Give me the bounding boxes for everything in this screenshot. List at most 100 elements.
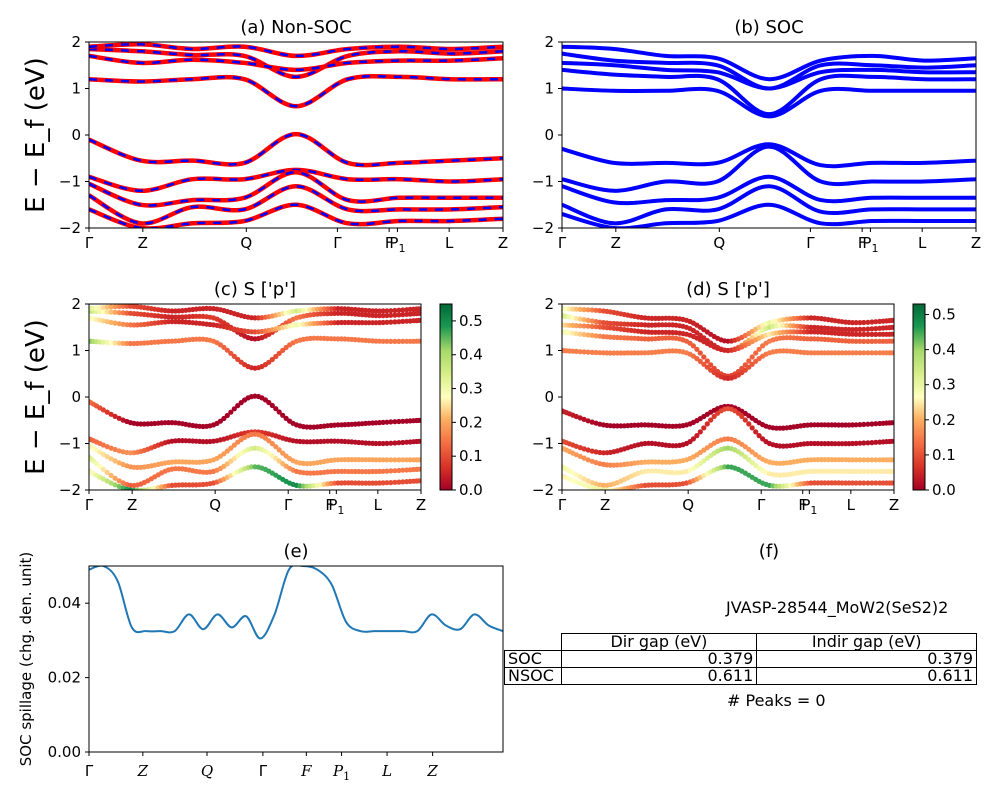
x-tick-label: L bbox=[374, 496, 383, 514]
projected-point bbox=[104, 454, 110, 460]
projected-point bbox=[857, 320, 863, 326]
projected-point bbox=[416, 438, 421, 444]
x-tick-label: Γ bbox=[85, 234, 94, 252]
projected-point bbox=[889, 317, 894, 323]
colorbar-c-tick-label: 0.4 bbox=[459, 346, 483, 364]
x-tick-label: Q bbox=[240, 234, 252, 252]
projected-point bbox=[589, 318, 595, 324]
projected-point bbox=[585, 307, 591, 313]
projected-point bbox=[577, 415, 583, 421]
projected-point bbox=[853, 350, 859, 356]
projected-point bbox=[116, 448, 122, 454]
colorbar-c-tick-label: 0.0 bbox=[459, 481, 483, 499]
projected-point bbox=[416, 338, 421, 344]
projected-point bbox=[384, 312, 390, 319]
projected-point bbox=[100, 451, 106, 457]
projected-point bbox=[276, 350, 282, 356]
x-tick-label: F bbox=[385, 234, 394, 252]
projected-point bbox=[889, 457, 894, 463]
panel-e-title: (e) bbox=[283, 541, 308, 562]
projected-point bbox=[865, 440, 871, 446]
projected-point bbox=[380, 480, 386, 486]
projected-point bbox=[97, 463, 103, 469]
projected-point bbox=[392, 312, 398, 318]
x-tick-label: L bbox=[918, 234, 927, 252]
projected-point bbox=[416, 306, 421, 312]
projected-point bbox=[280, 412, 286, 418]
panel-c-projected-bands bbox=[89, 304, 421, 490]
y-tick-label: 0.04 bbox=[48, 594, 81, 612]
projected-point bbox=[388, 312, 394, 318]
x-tick-label: Γ bbox=[85, 496, 94, 514]
projected-point bbox=[589, 484, 595, 490]
projected-point bbox=[380, 313, 386, 319]
gap-table-cell: 0.379 bbox=[560, 650, 758, 668]
projected-point bbox=[396, 479, 402, 485]
projected-point bbox=[108, 472, 114, 478]
projected-point bbox=[100, 304, 106, 311]
projected-point bbox=[116, 415, 122, 421]
projected-point bbox=[589, 419, 595, 425]
projected-point bbox=[708, 417, 714, 423]
gap-table-header-dir: Dir gap (eV) bbox=[560, 633, 758, 651]
x-tick-label: Q bbox=[713, 234, 725, 252]
projected-point bbox=[585, 447, 591, 453]
projected-point bbox=[869, 480, 875, 486]
x-tick-label: Γ bbox=[806, 234, 815, 252]
projected-point bbox=[739, 413, 745, 419]
projected-point bbox=[276, 409, 282, 415]
gap-table-cell: 0.611 bbox=[756, 667, 977, 685]
gap-table-corner bbox=[505, 634, 562, 651]
projected-point bbox=[396, 418, 402, 425]
projected-point bbox=[392, 457, 398, 463]
projected-point bbox=[865, 338, 871, 344]
y-tick-label: −2 bbox=[532, 219, 554, 237]
projected-point bbox=[104, 409, 110, 415]
projected-point bbox=[853, 422, 859, 428]
projected-point bbox=[701, 458, 707, 464]
y-tick-label: 0.00 bbox=[48, 743, 81, 761]
colorbar-d-tick-label: 0.1 bbox=[932, 446, 956, 464]
nonsoc-band-dash bbox=[89, 168, 503, 193]
projected-point bbox=[235, 403, 241, 409]
projected-point bbox=[380, 468, 386, 474]
x-tick-label: Γ bbox=[333, 234, 342, 252]
x-tick-label: Γ bbox=[284, 496, 293, 514]
projected-point bbox=[235, 356, 241, 362]
projected-point bbox=[388, 338, 394, 344]
projected-point bbox=[873, 326, 879, 332]
projected-point bbox=[392, 479, 398, 485]
spillage-line bbox=[89, 566, 503, 640]
projected-point bbox=[742, 367, 748, 373]
x-tick-label: Q bbox=[209, 496, 221, 514]
projected-point bbox=[581, 446, 587, 452]
projected-point bbox=[400, 467, 406, 473]
panel-e-frame bbox=[88, 565, 504, 753]
projected-point bbox=[585, 483, 591, 489]
projected-point bbox=[266, 359, 272, 365]
panel-d-projected-bands bbox=[562, 306, 894, 490]
panel-e-spillage-curve bbox=[89, 566, 503, 640]
x-tick-label: F bbox=[858, 234, 867, 252]
soc-band-line bbox=[562, 174, 976, 206]
projected-point bbox=[120, 310, 126, 316]
projected-point bbox=[861, 326, 867, 332]
gap-table-header-indir: Indir gap (eV) bbox=[756, 633, 977, 651]
projected-point bbox=[416, 310, 421, 316]
projected-point bbox=[392, 338, 398, 344]
projected-point bbox=[108, 480, 114, 486]
projected-point bbox=[104, 304, 110, 310]
y-tick-label: 2 bbox=[544, 295, 554, 313]
projected-point bbox=[108, 319, 114, 325]
projected-point bbox=[112, 458, 118, 464]
projected-point bbox=[581, 482, 587, 488]
projected-point bbox=[857, 468, 863, 474]
nonsoc-band-dash bbox=[89, 47, 503, 79]
projected-point bbox=[593, 333, 599, 339]
projected-point bbox=[865, 480, 871, 486]
projected-point bbox=[104, 339, 110, 346]
x-tick-label: P1 bbox=[801, 496, 817, 517]
projected-point bbox=[577, 331, 583, 337]
projected-point bbox=[400, 439, 406, 446]
